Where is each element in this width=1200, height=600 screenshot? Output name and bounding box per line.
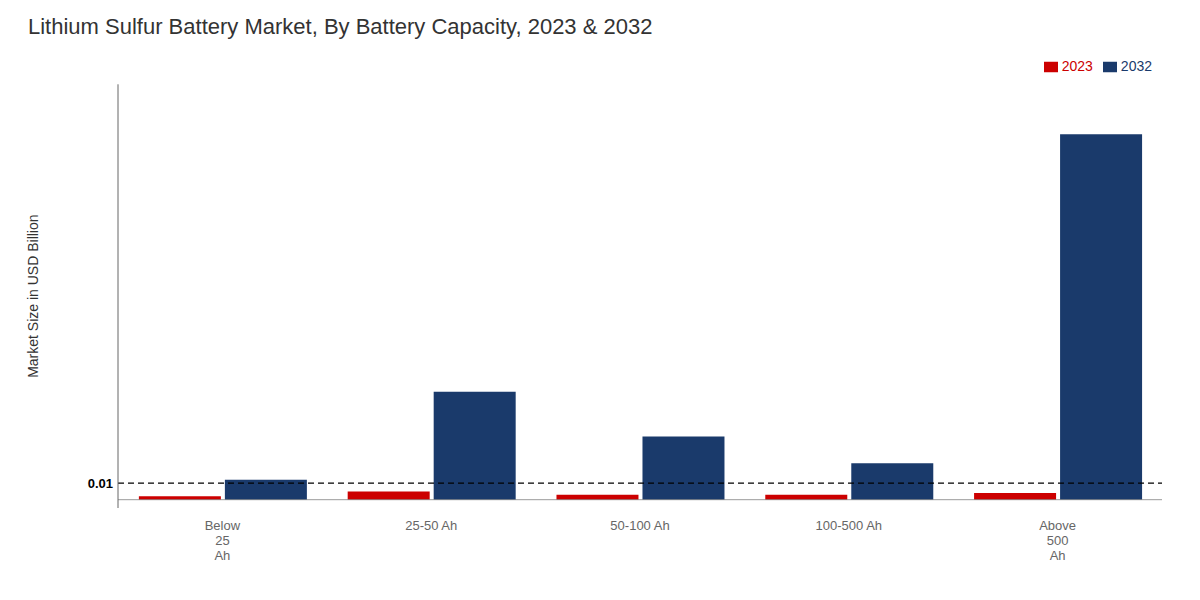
svg-text:0.01: 0.01 xyxy=(88,476,113,491)
svg-text:100-500 Ah: 100-500 Ah xyxy=(816,518,883,533)
html-text:2032: 2032 xyxy=(1120,58,1152,74)
svg-text:Market Size in USD Billion: Market Size in USD Billion xyxy=(25,214,41,377)
svg-text:Below25Ah: Below25Ah xyxy=(205,518,241,563)
svg-text:50-100 Ah: 50-100 Ah xyxy=(610,518,669,533)
svg-text:25-50 Ah: 25-50 Ah xyxy=(405,518,457,533)
html-text:2023: 2023 xyxy=(1061,58,1093,74)
svg-text:Above500Ah: Above500Ah xyxy=(1039,518,1076,563)
html-text:Lithium Sulfur Battery Market,: Lithium Sulfur Battery Market, By Batter… xyxy=(28,14,653,39)
